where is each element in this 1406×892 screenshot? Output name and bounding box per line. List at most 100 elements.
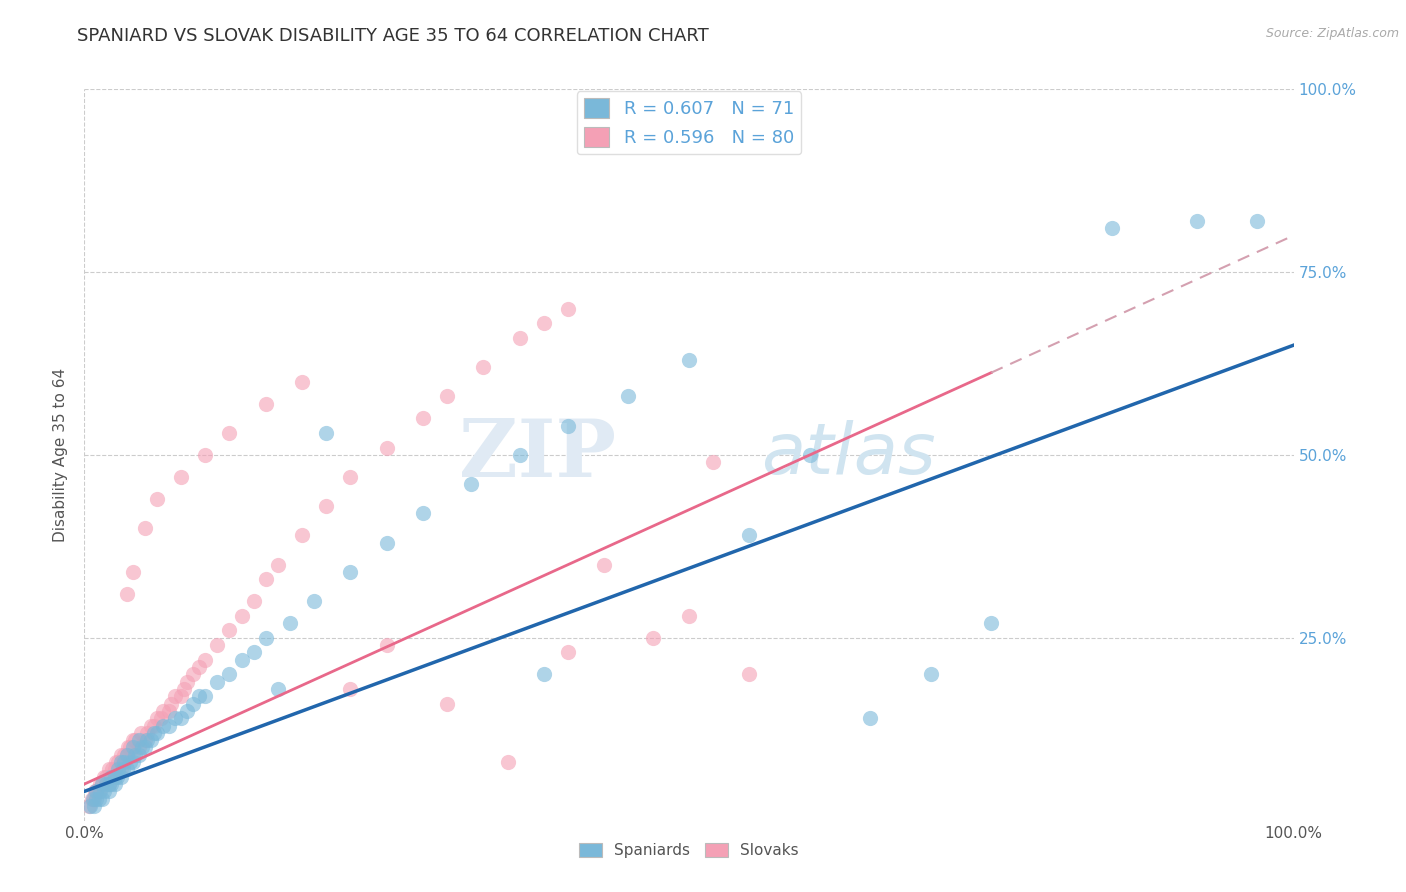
Point bbox=[134, 740, 156, 755]
Point bbox=[121, 747, 143, 762]
Point bbox=[143, 726, 166, 740]
Point bbox=[152, 718, 174, 732]
Point bbox=[104, 770, 127, 784]
Point bbox=[139, 733, 162, 747]
Point bbox=[678, 352, 700, 367]
Point bbox=[194, 448, 217, 462]
Point bbox=[136, 733, 159, 747]
Point bbox=[120, 740, 142, 755]
Point bbox=[121, 733, 143, 747]
Point bbox=[115, 763, 138, 777]
Point bbox=[107, 755, 129, 769]
Point bbox=[641, 631, 664, 645]
Point bbox=[136, 726, 159, 740]
Point bbox=[194, 653, 217, 667]
Point bbox=[315, 499, 337, 513]
Point bbox=[110, 747, 132, 762]
Point bbox=[436, 697, 458, 711]
Point bbox=[121, 755, 143, 769]
Point bbox=[509, 448, 531, 462]
Point bbox=[146, 726, 169, 740]
Point bbox=[218, 667, 240, 681]
Point bbox=[339, 681, 361, 696]
Point bbox=[738, 528, 761, 542]
Point bbox=[115, 587, 138, 601]
Point bbox=[91, 777, 114, 791]
Point bbox=[315, 425, 337, 440]
Point bbox=[188, 690, 211, 704]
Point bbox=[128, 740, 150, 755]
Point bbox=[242, 645, 264, 659]
Point bbox=[509, 331, 531, 345]
Point bbox=[86, 784, 108, 798]
Point bbox=[110, 763, 132, 777]
Point bbox=[170, 470, 193, 484]
Point bbox=[93, 784, 115, 798]
Point bbox=[100, 770, 122, 784]
Point bbox=[267, 558, 290, 572]
Point bbox=[254, 631, 277, 645]
Point bbox=[181, 697, 204, 711]
Point bbox=[231, 608, 253, 623]
Point bbox=[146, 491, 169, 506]
Point bbox=[254, 572, 277, 586]
Point bbox=[128, 747, 150, 762]
Point bbox=[165, 690, 187, 704]
Point bbox=[678, 608, 700, 623]
Point bbox=[134, 733, 156, 747]
Point bbox=[83, 799, 105, 814]
Point bbox=[176, 704, 198, 718]
Point bbox=[412, 411, 434, 425]
Point bbox=[170, 711, 193, 725]
Point bbox=[143, 718, 166, 732]
Point bbox=[157, 704, 180, 718]
Point bbox=[83, 791, 105, 805]
Point bbox=[115, 747, 138, 762]
Point bbox=[112, 763, 135, 777]
Point bbox=[557, 418, 579, 433]
Point bbox=[533, 667, 555, 681]
Point bbox=[128, 733, 150, 747]
Y-axis label: Disability Age 35 to 64: Disability Age 35 to 64 bbox=[53, 368, 69, 542]
Point bbox=[339, 565, 361, 579]
Point bbox=[97, 777, 120, 791]
Text: atlas: atlas bbox=[762, 420, 936, 490]
Point bbox=[254, 397, 277, 411]
Point bbox=[302, 594, 325, 608]
Point bbox=[980, 616, 1002, 631]
Point bbox=[121, 740, 143, 755]
Point bbox=[291, 528, 314, 542]
Point bbox=[278, 616, 301, 631]
Point bbox=[115, 747, 138, 762]
Point bbox=[121, 565, 143, 579]
Point bbox=[218, 425, 240, 440]
Point bbox=[117, 740, 139, 755]
Point bbox=[170, 690, 193, 704]
Point bbox=[533, 316, 555, 330]
Point bbox=[91, 777, 114, 791]
Point bbox=[87, 791, 110, 805]
Point bbox=[218, 624, 240, 638]
Text: SPANIARD VS SLOVAK DISABILITY AGE 35 TO 64 CORRELATION CHART: SPANIARD VS SLOVAK DISABILITY AGE 35 TO … bbox=[77, 27, 709, 45]
Point bbox=[93, 770, 115, 784]
Point bbox=[89, 784, 111, 798]
Point bbox=[920, 667, 942, 681]
Point bbox=[496, 755, 519, 769]
Point bbox=[94, 770, 117, 784]
Point bbox=[110, 755, 132, 769]
Point bbox=[131, 740, 153, 755]
Point bbox=[112, 755, 135, 769]
Point bbox=[194, 690, 217, 704]
Point bbox=[207, 674, 229, 689]
Point bbox=[207, 638, 229, 652]
Point bbox=[593, 558, 616, 572]
Point bbox=[859, 711, 882, 725]
Text: ZIP: ZIP bbox=[460, 416, 616, 494]
Point bbox=[104, 777, 127, 791]
Point bbox=[101, 763, 124, 777]
Legend: Spaniards, Slovaks: Spaniards, Slovaks bbox=[572, 837, 806, 864]
Point bbox=[460, 477, 482, 491]
Point bbox=[104, 763, 127, 777]
Point bbox=[267, 681, 290, 696]
Point bbox=[86, 791, 108, 805]
